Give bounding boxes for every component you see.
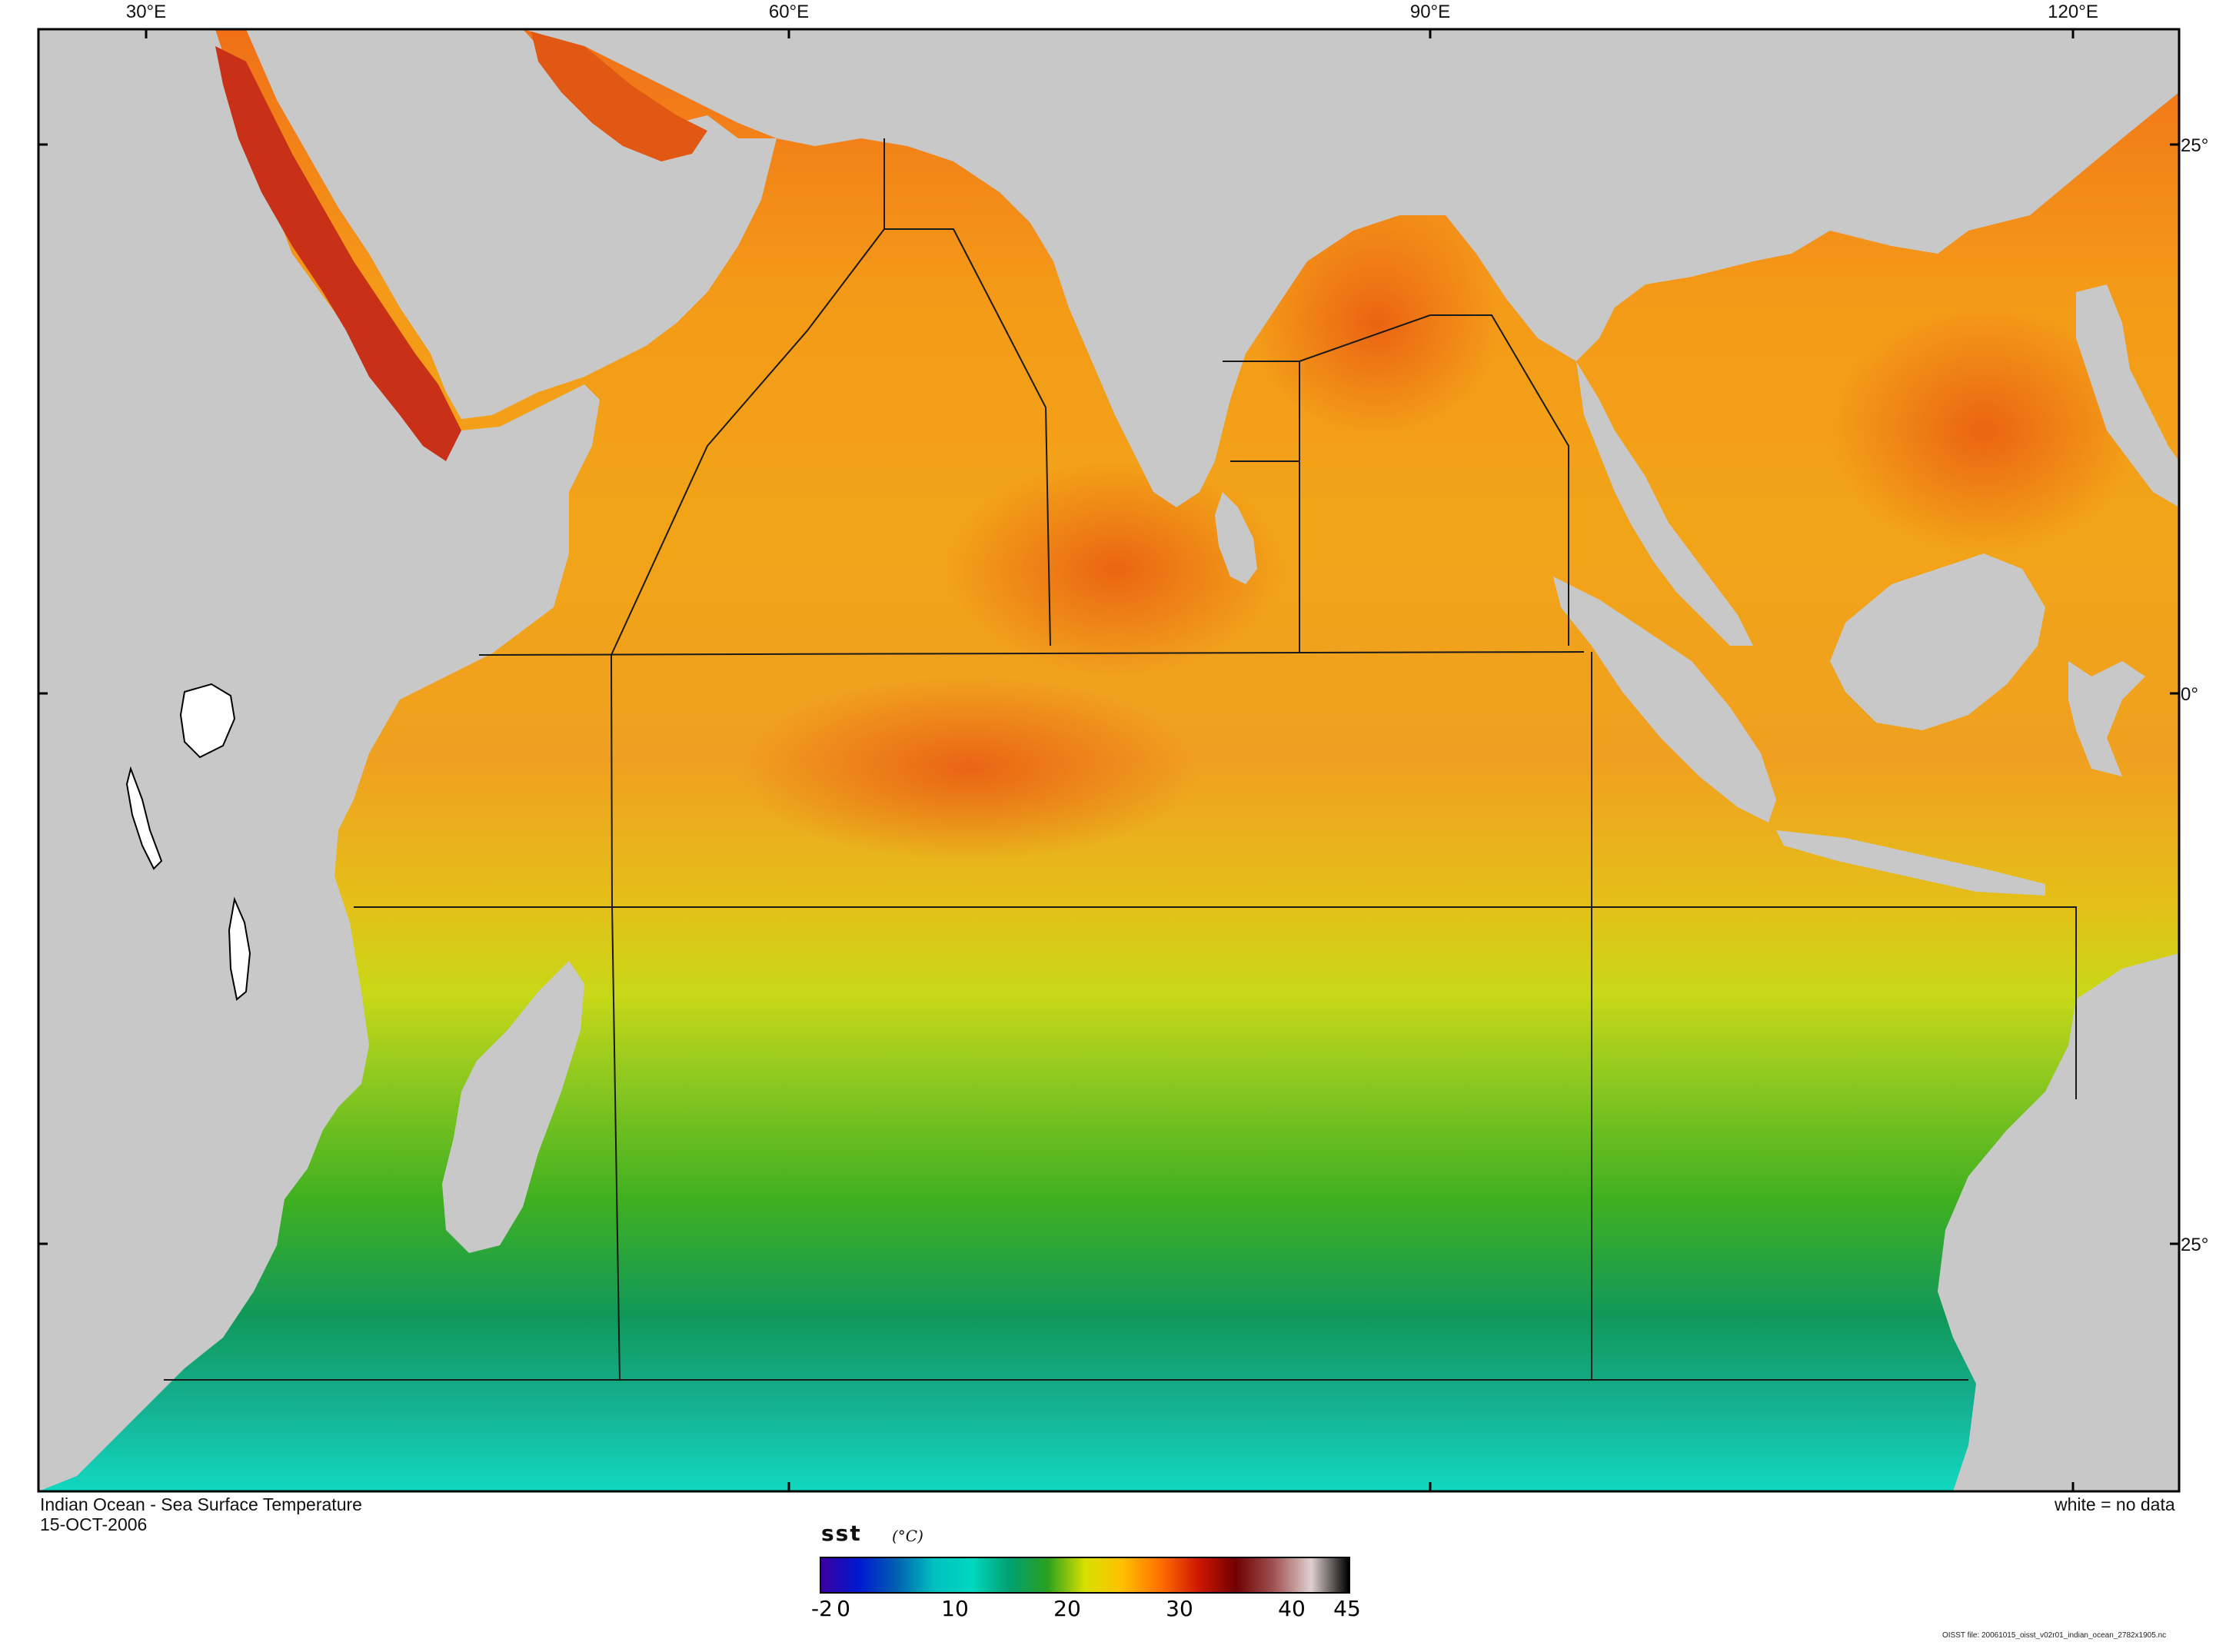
file-note: OISST file: 20061015_oisst_v02r01_indian… xyxy=(1942,1631,2167,1640)
warm-anomaly-indonesia xyxy=(1830,307,2138,553)
land-java xyxy=(1776,830,2045,896)
no-data-lake-tanganyika xyxy=(125,766,163,870)
land-australia xyxy=(1938,953,2179,1491)
lon-label-60e: 60°E xyxy=(768,2,810,22)
land-asia-north xyxy=(523,29,2179,507)
warm-anomaly-equatorial xyxy=(738,676,1200,861)
colorbar-variable: sst xyxy=(821,1521,862,1546)
colorbar-tick: 20 xyxy=(1053,1596,1081,1621)
colorbar-unit: (°C) xyxy=(892,1527,923,1545)
land-indochina xyxy=(1576,361,1753,646)
map-title: Indian Ocean - Sea Surface Temperature xyxy=(40,1494,362,1514)
region-boundaries xyxy=(164,138,2077,1381)
red-sea xyxy=(215,46,461,461)
land-sulawesi xyxy=(2068,661,2145,776)
plot-frame xyxy=(37,28,2181,1493)
no-data-lake-malawi xyxy=(228,896,251,1001)
colorbar-tick: 45 xyxy=(1333,1596,1361,1621)
land-madagascar xyxy=(442,961,584,1253)
colorbar xyxy=(820,1557,1350,1594)
land-philippines xyxy=(2076,284,2179,507)
land-borneo xyxy=(1830,553,2045,730)
lon-label-30e: 30°E xyxy=(125,2,167,22)
lat-label-25n: 25° xyxy=(2181,135,2209,156)
persian-gulf xyxy=(531,29,707,161)
lat-label-0: 0° xyxy=(2181,684,2198,705)
map-date: 15-OCT-2006 xyxy=(40,1514,148,1534)
colorbar-tick: 0 xyxy=(837,1596,850,1621)
no-data-lake-victoria xyxy=(179,683,236,759)
longitude-ticks xyxy=(145,29,2075,1491)
land-sri-lanka xyxy=(1215,492,1257,584)
latitude-ticks xyxy=(38,143,2179,1245)
colorbar-tick: 30 xyxy=(1166,1596,1193,1621)
lat-label-25s: 25° xyxy=(2181,1235,2209,1255)
lon-label-90e: 90°E xyxy=(1409,2,1451,22)
warm-anomaly-arabian xyxy=(946,461,1284,676)
colorbar-tick: 10 xyxy=(941,1596,969,1621)
no-data-note: white = no data xyxy=(2055,1494,2175,1514)
land-arabia xyxy=(246,29,777,419)
colorbar-tick: 40 xyxy=(1278,1596,1306,1621)
land-africa xyxy=(38,29,600,1491)
lon-label-120e: 120°E xyxy=(2048,2,2098,22)
colorbar-tick: -2 xyxy=(811,1596,833,1621)
land-sumatra xyxy=(1553,577,1776,823)
warm-anomaly-bengal xyxy=(1253,208,1499,438)
